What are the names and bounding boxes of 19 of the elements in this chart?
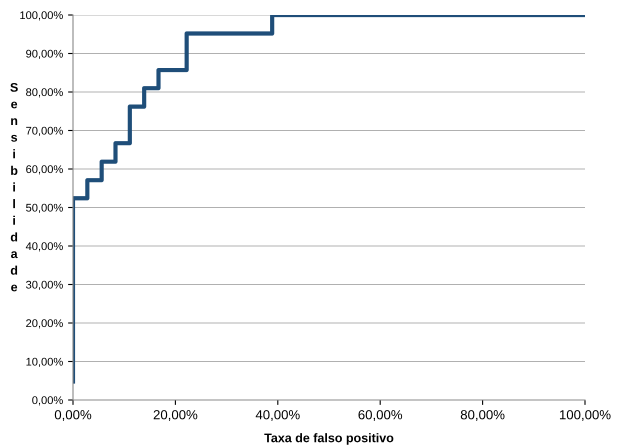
x-tick-label: 60,00% (358, 410, 402, 421)
y-tick-label: 40,00% (26, 242, 63, 252)
x-tick-label: 0,00% (54, 410, 92, 421)
y-tick-label: 90,00% (26, 50, 63, 59)
x-tick-label: 100,00% (560, 410, 611, 421)
x-tick-label: 80,00% (460, 410, 505, 421)
y-tick-label: 60,00% (26, 165, 63, 174)
text: Sensibilidade (10, 82, 18, 292)
y-tick-label: 0,00% (32, 396, 63, 406)
y-tick-label: 50,00% (26, 204, 63, 213)
y-tick-label: 70,00% (26, 126, 63, 136)
y-tick-label: 100,00% (20, 11, 63, 20)
x-tick-label: 40,00% (256, 410, 300, 421)
y-tick-label: 10,00% (26, 358, 63, 367)
x-tick-label: 20,00% (154, 410, 198, 421)
y-tick-label: 20,00% (26, 319, 63, 328)
y-tick-label: 80,00% (26, 88, 63, 98)
x-axis-title: Taxa de falso positivo (264, 433, 394, 445)
y-tick-label: 30,00% (26, 280, 63, 290)
